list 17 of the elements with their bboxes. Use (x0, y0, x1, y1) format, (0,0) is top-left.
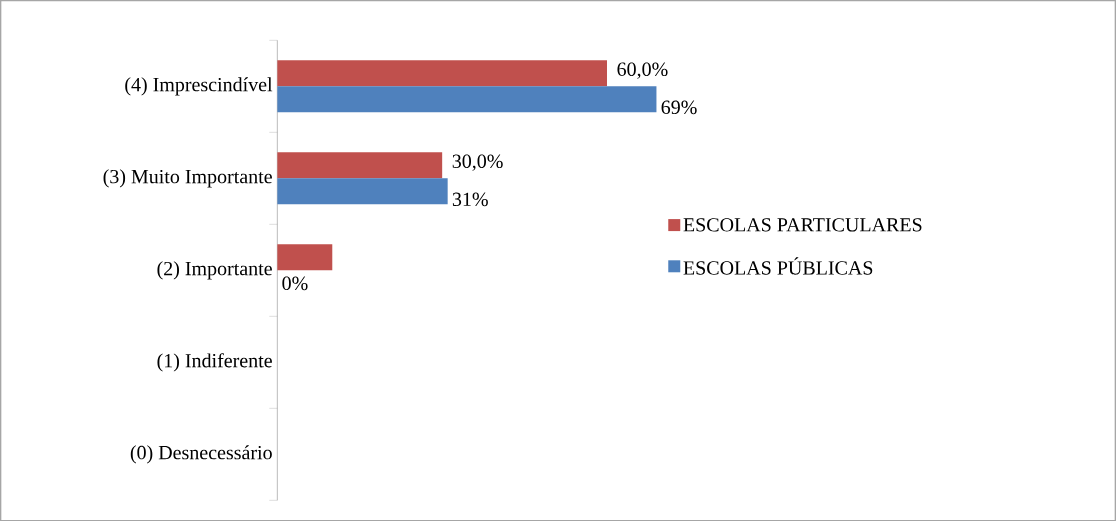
y-tick-label: (3) Muito Importante (103, 169, 272, 188)
data-label: 60,0% (617, 62, 668, 79)
bar (277, 244, 333, 271)
data-label: 30,0% (452, 154, 503, 171)
bar (277, 152, 443, 179)
legend-label: ESCOLAS PÚBLICAS (683, 257, 873, 275)
data-label: 31% (452, 192, 488, 206)
y-tick-label: (0) Desnecessário (130, 445, 272, 464)
bar (277, 60, 607, 87)
y-tick-label: (4) Imprescindível (125, 77, 273, 96)
y-tick-label: (1) Indiferente (157, 353, 272, 372)
legend-label: ESCOLAS PARTICULARES (683, 217, 922, 232)
y-tick-label: (2) Importante (157, 261, 272, 280)
data-label: 69% (661, 100, 697, 114)
bar (277, 86, 657, 113)
data-label: 0% (282, 276, 308, 290)
bar (277, 178, 448, 205)
